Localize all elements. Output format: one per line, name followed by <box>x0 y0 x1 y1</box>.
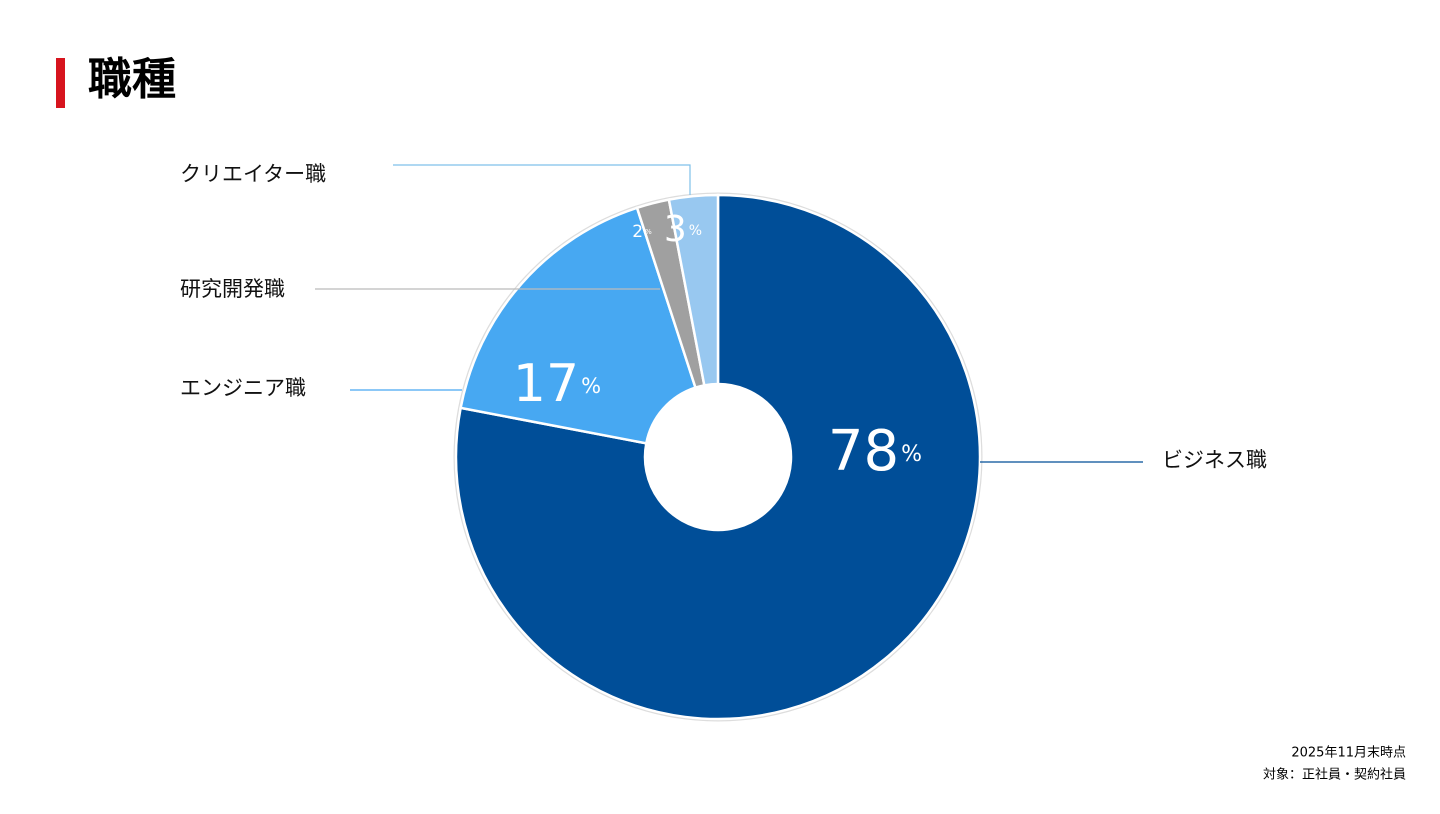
footnote: 対象：正社員・契約社員 <box>1263 767 1406 783</box>
donut-slice <box>459 206 698 445</box>
value-label: 2% <box>632 222 652 242</box>
value-number: 17 <box>513 354 579 414</box>
value-number: 78 <box>828 419 899 484</box>
donut-outline <box>453 192 983 722</box>
category-label: ビジネス職 <box>1162 448 1267 472</box>
leader-line <box>393 164 691 195</box>
category-label: クリエイター職 <box>180 162 326 186</box>
value-label: 78% <box>828 419 922 484</box>
value-number: 2 <box>632 222 643 242</box>
value-unit: % <box>689 223 702 239</box>
value-unit: % <box>901 442 922 467</box>
value-number: 3 <box>664 209 687 250</box>
donut-slice <box>667 193 720 387</box>
value-label: 17% <box>513 354 601 414</box>
donut-slice <box>454 193 982 721</box>
category-label: 研究開発職 <box>180 277 285 301</box>
value-unit: % <box>645 228 652 236</box>
page-title: 職種 <box>88 54 176 105</box>
value-unit: % <box>581 374 601 398</box>
footnote: 2025年11月末時点 <box>1291 746 1406 761</box>
category-label: エンジニア職 <box>180 376 306 400</box>
value-label: 3% <box>664 209 702 250</box>
title-bar <box>56 58 65 108</box>
